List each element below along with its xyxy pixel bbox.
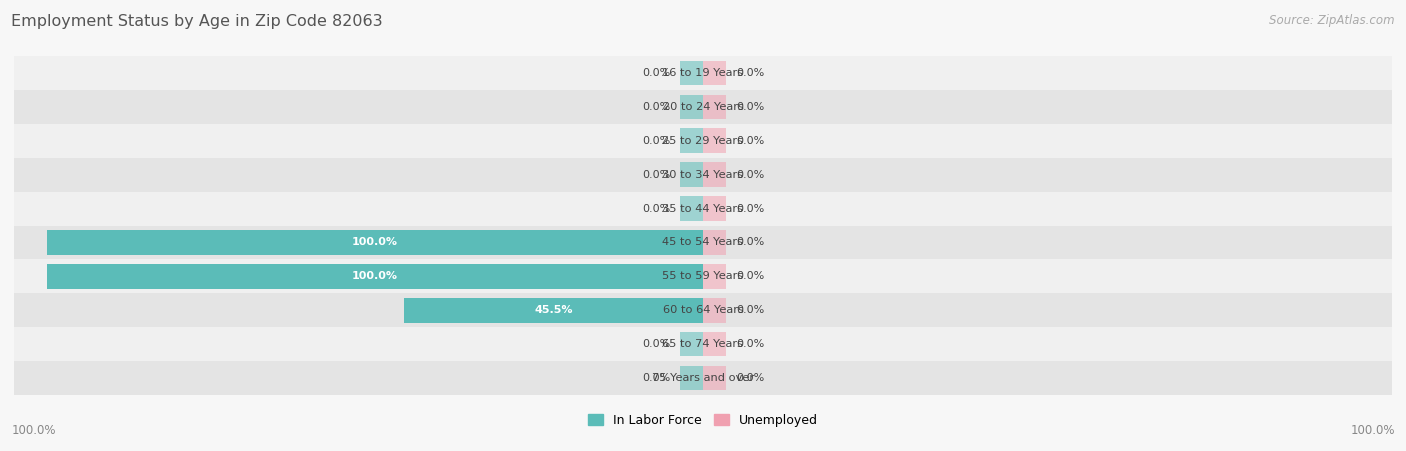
Bar	[14, 327, 1392, 361]
Bar	[681, 162, 703, 187]
Bar	[703, 298, 725, 322]
Bar	[681, 196, 703, 221]
Text: 0.0%: 0.0%	[735, 170, 763, 179]
Text: 60 to 64 Years: 60 to 64 Years	[662, 305, 744, 315]
Bar	[681, 366, 703, 391]
Text: 45 to 54 Years: 45 to 54 Years	[662, 238, 744, 248]
Text: 0.0%: 0.0%	[643, 203, 671, 213]
Text: 100.0%: 100.0%	[352, 238, 398, 248]
Text: 100.0%: 100.0%	[11, 424, 56, 437]
Text: 30 to 34 Years: 30 to 34 Years	[662, 170, 744, 179]
Legend: In Labor Force, Unemployed: In Labor Force, Unemployed	[583, 409, 823, 432]
Bar	[703, 332, 725, 356]
Text: 65 to 74 Years: 65 to 74 Years	[662, 339, 744, 349]
Bar	[46, 230, 703, 255]
Text: 35 to 44 Years: 35 to 44 Years	[662, 203, 744, 213]
Text: 0.0%: 0.0%	[735, 136, 763, 146]
Text: 0.0%: 0.0%	[643, 339, 671, 349]
Bar	[681, 129, 703, 153]
Text: 25 to 29 Years: 25 to 29 Years	[662, 136, 744, 146]
Bar	[703, 129, 725, 153]
Text: 0.0%: 0.0%	[643, 136, 671, 146]
Bar	[14, 226, 1392, 259]
Bar	[405, 298, 703, 322]
Text: 0.0%: 0.0%	[643, 102, 671, 112]
Text: 100.0%: 100.0%	[352, 272, 398, 281]
Bar	[703, 60, 725, 85]
Bar	[14, 90, 1392, 124]
Text: Source: ZipAtlas.com: Source: ZipAtlas.com	[1270, 14, 1395, 27]
Text: 0.0%: 0.0%	[643, 373, 671, 383]
Text: 0.0%: 0.0%	[735, 238, 763, 248]
Bar	[703, 162, 725, 187]
Text: 0.0%: 0.0%	[735, 102, 763, 112]
Bar	[14, 192, 1392, 226]
Bar	[14, 361, 1392, 395]
Text: 20 to 24 Years: 20 to 24 Years	[662, 102, 744, 112]
Bar	[681, 95, 703, 119]
Bar	[14, 124, 1392, 158]
Bar	[703, 95, 725, 119]
Text: 100.0%: 100.0%	[1350, 424, 1395, 437]
Text: 0.0%: 0.0%	[735, 203, 763, 213]
Bar	[703, 196, 725, 221]
Text: 55 to 59 Years: 55 to 59 Years	[662, 272, 744, 281]
Bar	[14, 259, 1392, 293]
Text: 0.0%: 0.0%	[735, 305, 763, 315]
Bar	[703, 264, 725, 289]
Bar	[681, 60, 703, 85]
Text: 16 to 19 Years: 16 to 19 Years	[662, 68, 744, 78]
Bar	[14, 293, 1392, 327]
Bar	[703, 366, 725, 391]
Text: 0.0%: 0.0%	[643, 170, 671, 179]
Text: 75 Years and over: 75 Years and over	[652, 373, 754, 383]
Bar	[681, 332, 703, 356]
Bar	[14, 158, 1392, 192]
Text: 0.0%: 0.0%	[735, 68, 763, 78]
Text: 0.0%: 0.0%	[643, 68, 671, 78]
Bar	[14, 56, 1392, 90]
Text: Employment Status by Age in Zip Code 82063: Employment Status by Age in Zip Code 820…	[11, 14, 382, 28]
Text: 0.0%: 0.0%	[735, 272, 763, 281]
Text: 45.5%: 45.5%	[534, 305, 574, 315]
Text: 0.0%: 0.0%	[735, 373, 763, 383]
Bar	[703, 230, 725, 255]
Bar	[46, 264, 703, 289]
Text: 0.0%: 0.0%	[735, 339, 763, 349]
